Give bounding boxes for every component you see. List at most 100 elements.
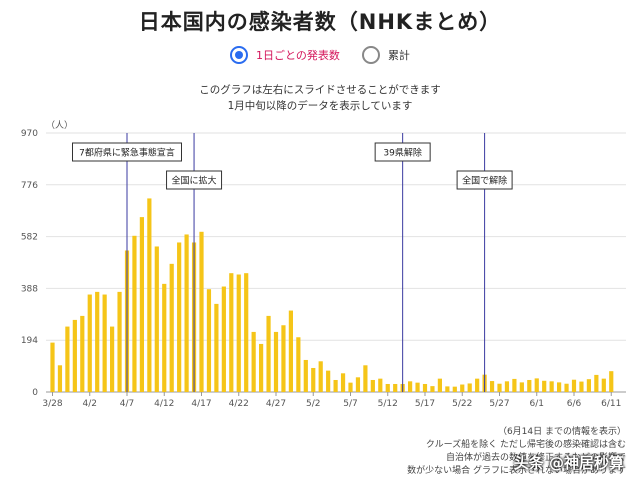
y-tick-label: 776 [21,181,38,191]
bar[interactable] [355,377,361,392]
bar[interactable] [489,381,495,392]
bar[interactable] [348,382,353,392]
bar[interactable] [512,378,517,392]
bar[interactable] [199,231,204,392]
bar[interactable] [206,289,212,392]
bar[interactable] [385,383,390,392]
bar[interactable] [139,217,144,392]
bar[interactable] [534,378,539,392]
bar[interactable] [214,303,219,392]
bar[interactable] [281,325,286,392]
footnote-date: （6月14日 までの情報を表示） [497,427,626,437]
x-tick-label: 5/17 [415,399,435,409]
bar[interactable] [370,379,375,392]
x-tick-label: 4/22 [229,399,249,409]
bar[interactable] [154,246,159,392]
bar[interactable] [378,378,383,392]
bar[interactable] [467,383,472,392]
bar[interactable] [311,367,316,392]
bar[interactable] [147,198,152,392]
bar[interactable] [363,365,368,392]
bar[interactable] [564,383,569,392]
x-tick-label: 5/2 [306,399,320,409]
x-tick-label: 6/6 [567,399,582,409]
annotation-label: 39県解除 [383,147,421,159]
bar[interactable] [609,371,614,392]
bar[interactable] [65,326,70,392]
bar[interactable] [303,359,308,392]
radio-cumulative-label: 累計 [387,49,410,62]
bar[interactable] [542,380,547,392]
bar[interactable] [460,384,465,392]
bar[interactable] [80,315,85,392]
bar[interactable] [221,286,226,392]
bar[interactable] [236,274,241,392]
x-tick-label: 5/27 [489,399,509,409]
bar[interactable] [475,378,480,392]
bar[interactable] [557,382,562,392]
bar[interactable] [273,331,279,392]
y-axis-unit: （人） [46,120,73,131]
bar[interactable] [162,283,167,392]
bar[interactable] [430,386,435,392]
bar[interactable] [117,291,122,392]
bar[interactable] [549,381,554,392]
bar[interactable] [57,365,63,392]
bar[interactable] [594,374,599,392]
x-tick-label: 6/1 [530,399,544,409]
radio-daily[interactable]: 1日ごとの発表数 [230,46,340,64]
annotation-box [374,142,431,162]
y-tick-label: 970 [21,129,38,139]
bar[interactable] [504,381,510,392]
bar[interactable] [184,234,189,392]
bar[interactable] [169,263,174,392]
bar[interactable] [251,331,256,392]
annotation-box [72,142,182,162]
bar[interactable] [132,235,137,392]
bar[interactable] [445,386,450,392]
bar[interactable] [422,383,428,392]
bars [50,198,614,392]
bar[interactable] [318,361,323,392]
bar[interactable] [95,291,100,392]
radio-selected-icon [230,46,249,64]
bar[interactable] [601,378,606,392]
bar[interactable] [571,379,577,392]
bar[interactable] [259,343,264,392]
bar[interactable] [586,379,591,392]
bar[interactable] [393,383,398,392]
bar[interactable] [452,386,457,392]
bar[interactable] [266,315,271,392]
bar[interactable] [288,310,293,392]
bar[interactable] [579,381,584,392]
radio-cumulative[interactable]: 累計 [361,46,410,64]
watermark: 头条 @神居秒算 [513,454,624,472]
bar[interactable] [408,381,413,392]
bar[interactable] [296,337,301,392]
annotation-box [456,170,513,190]
bar[interactable] [177,242,182,392]
bar[interactable] [229,273,234,392]
bar[interactable] [102,294,107,392]
bar[interactable] [497,383,502,392]
bar[interactable] [110,326,115,392]
bar[interactable] [72,319,77,392]
bar[interactable] [527,379,532,392]
bar[interactable] [437,378,442,392]
bar[interactable] [519,382,524,392]
y-tick-label: 0 [32,388,38,398]
bar[interactable] [415,382,420,392]
bar[interactable] [244,273,249,392]
range-note: 1月中旬以降のデータを表示しています [227,100,413,112]
bar[interactable] [326,370,331,392]
annotation-label: 全国に拡大 [172,175,217,187]
radio-unselected-icon [361,46,380,64]
x-tick-label: 5/12 [378,399,398,409]
bar[interactable] [87,294,92,392]
bar[interactable] [340,373,346,392]
bar[interactable] [333,379,338,392]
annotation-label: 全国で解除 [462,175,507,187]
bar[interactable] [50,342,55,392]
y-tick-label: 194 [21,336,38,346]
